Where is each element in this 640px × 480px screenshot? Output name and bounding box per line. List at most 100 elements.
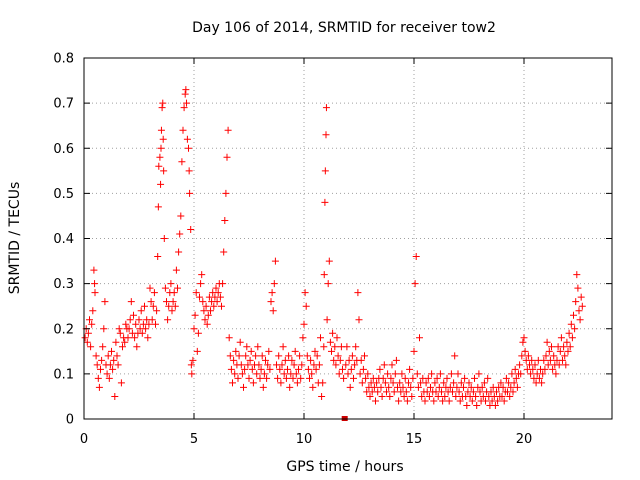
- data-point-plus: [182, 86, 190, 94]
- data-point-plus: [231, 370, 239, 378]
- data-point-plus: [279, 343, 287, 351]
- data-point-plus: [498, 392, 506, 400]
- data-point-plus: [418, 392, 426, 400]
- data-point-plus: [168, 307, 176, 315]
- data-point-plus: [396, 379, 404, 387]
- data-point-plus: [386, 392, 394, 400]
- data-point-plus: [137, 307, 145, 315]
- data-point-plus: [204, 311, 212, 319]
- data-point-plus: [546, 356, 554, 364]
- data-point-plus: [98, 356, 106, 364]
- data-point-plus: [308, 370, 316, 378]
- data-point-plus: [549, 365, 557, 373]
- data-point-plus: [528, 356, 536, 364]
- data-point-plus: [152, 320, 159, 328]
- data-point-plus: [210, 302, 218, 310]
- data-point-plus: [207, 307, 214, 315]
- data-point-plus: [476, 388, 484, 396]
- data-point-plus: [535, 374, 543, 382]
- data-point-plus: [372, 397, 379, 405]
- data-point-plus: [188, 370, 196, 378]
- data-point-plus: [325, 257, 333, 265]
- data-point-plus: [385, 383, 393, 391]
- data-point-plus: [197, 280, 205, 288]
- data-point-plus: [559, 356, 566, 364]
- data-point-plus: [373, 379, 381, 387]
- data-point-plus: [460, 383, 467, 391]
- data-point-plus: [538, 379, 546, 387]
- y-tick-label: 0.2: [53, 322, 74, 337]
- data-point-plus: [301, 289, 309, 297]
- data-point-plus: [438, 388, 445, 396]
- data-point-plus: [157, 180, 165, 188]
- data-point-plus: [510, 379, 518, 387]
- y-tick-label: 0.8: [53, 52, 74, 67]
- data-point-plus: [345, 356, 353, 364]
- data-point-plus: [266, 365, 274, 373]
- data-point-plus: [246, 356, 254, 364]
- data-point-plus: [284, 365, 291, 373]
- data-point-plus: [313, 352, 321, 360]
- data-point-plus: [135, 316, 143, 324]
- y-tick-label: 0.7: [53, 97, 74, 112]
- data-point-plus: [150, 289, 158, 297]
- data-point-plus: [329, 329, 337, 337]
- data-point-plus: [398, 370, 406, 378]
- data-point-plus: [175, 248, 183, 256]
- data-point-plus: [154, 203, 162, 211]
- data-point-plus: [436, 370, 444, 378]
- data-point-plus: [270, 280, 278, 288]
- data-point-plus: [570, 311, 577, 319]
- data-point-plus: [263, 374, 271, 382]
- data-point-plus: [213, 298, 221, 306]
- data-point-plus: [277, 379, 285, 387]
- data-point-plus: [110, 356, 118, 364]
- data-point-plus: [288, 356, 296, 364]
- data-point-plus: [322, 104, 330, 112]
- data-point-plus: [422, 379, 430, 387]
- data-point-plus: [378, 392, 386, 400]
- data-point-plus: [289, 374, 297, 382]
- data-point-plus: [133, 343, 141, 351]
- data-point-plus: [401, 374, 409, 382]
- data-point-plus: [334, 352, 342, 360]
- data-point-plus: [285, 352, 293, 360]
- data-point-plus: [379, 374, 387, 382]
- data-point-plus: [550, 352, 558, 360]
- data-point-plus: [230, 356, 238, 364]
- data-point-plus: [527, 370, 535, 378]
- data-point-plus: [244, 361, 252, 369]
- data-point-plus: [443, 374, 451, 382]
- data-point-plus: [407, 383, 415, 391]
- data-point-plus: [94, 374, 102, 382]
- data-point-plus: [234, 374, 242, 382]
- data-point-plus: [405, 379, 412, 387]
- data-point-plus: [358, 379, 366, 387]
- data-point-plus: [521, 347, 529, 355]
- data-point-plus: [114, 361, 122, 369]
- data-point-plus: [240, 383, 247, 391]
- data-point-plus: [300, 320, 308, 328]
- data-point-plus: [461, 374, 469, 382]
- y-tick-label: 0.3: [53, 277, 74, 292]
- data-point-plus: [157, 144, 165, 152]
- data-point-plus: [297, 374, 305, 382]
- data-point-plus: [321, 167, 329, 175]
- data-point-plus: [324, 280, 332, 288]
- data-point-plus: [121, 338, 129, 346]
- data-point-plus: [576, 316, 584, 324]
- data-point-plus: [141, 302, 148, 310]
- data-point-plus: [105, 374, 113, 382]
- data-point-plus: [247, 347, 255, 355]
- data-point-plus: [410, 347, 418, 355]
- data-point-plus: [104, 352, 112, 360]
- x-axis-label: GPS time / hours: [286, 459, 403, 475]
- data-point-plus: [181, 90, 189, 98]
- data-point-plus: [319, 379, 327, 387]
- data-point-plus: [286, 383, 294, 391]
- data-point-plus: [388, 361, 396, 369]
- data-point-plus: [574, 284, 582, 292]
- data-point-plus: [473, 401, 481, 409]
- data-point-plus: [445, 397, 453, 405]
- data-point-plus: [187, 361, 195, 369]
